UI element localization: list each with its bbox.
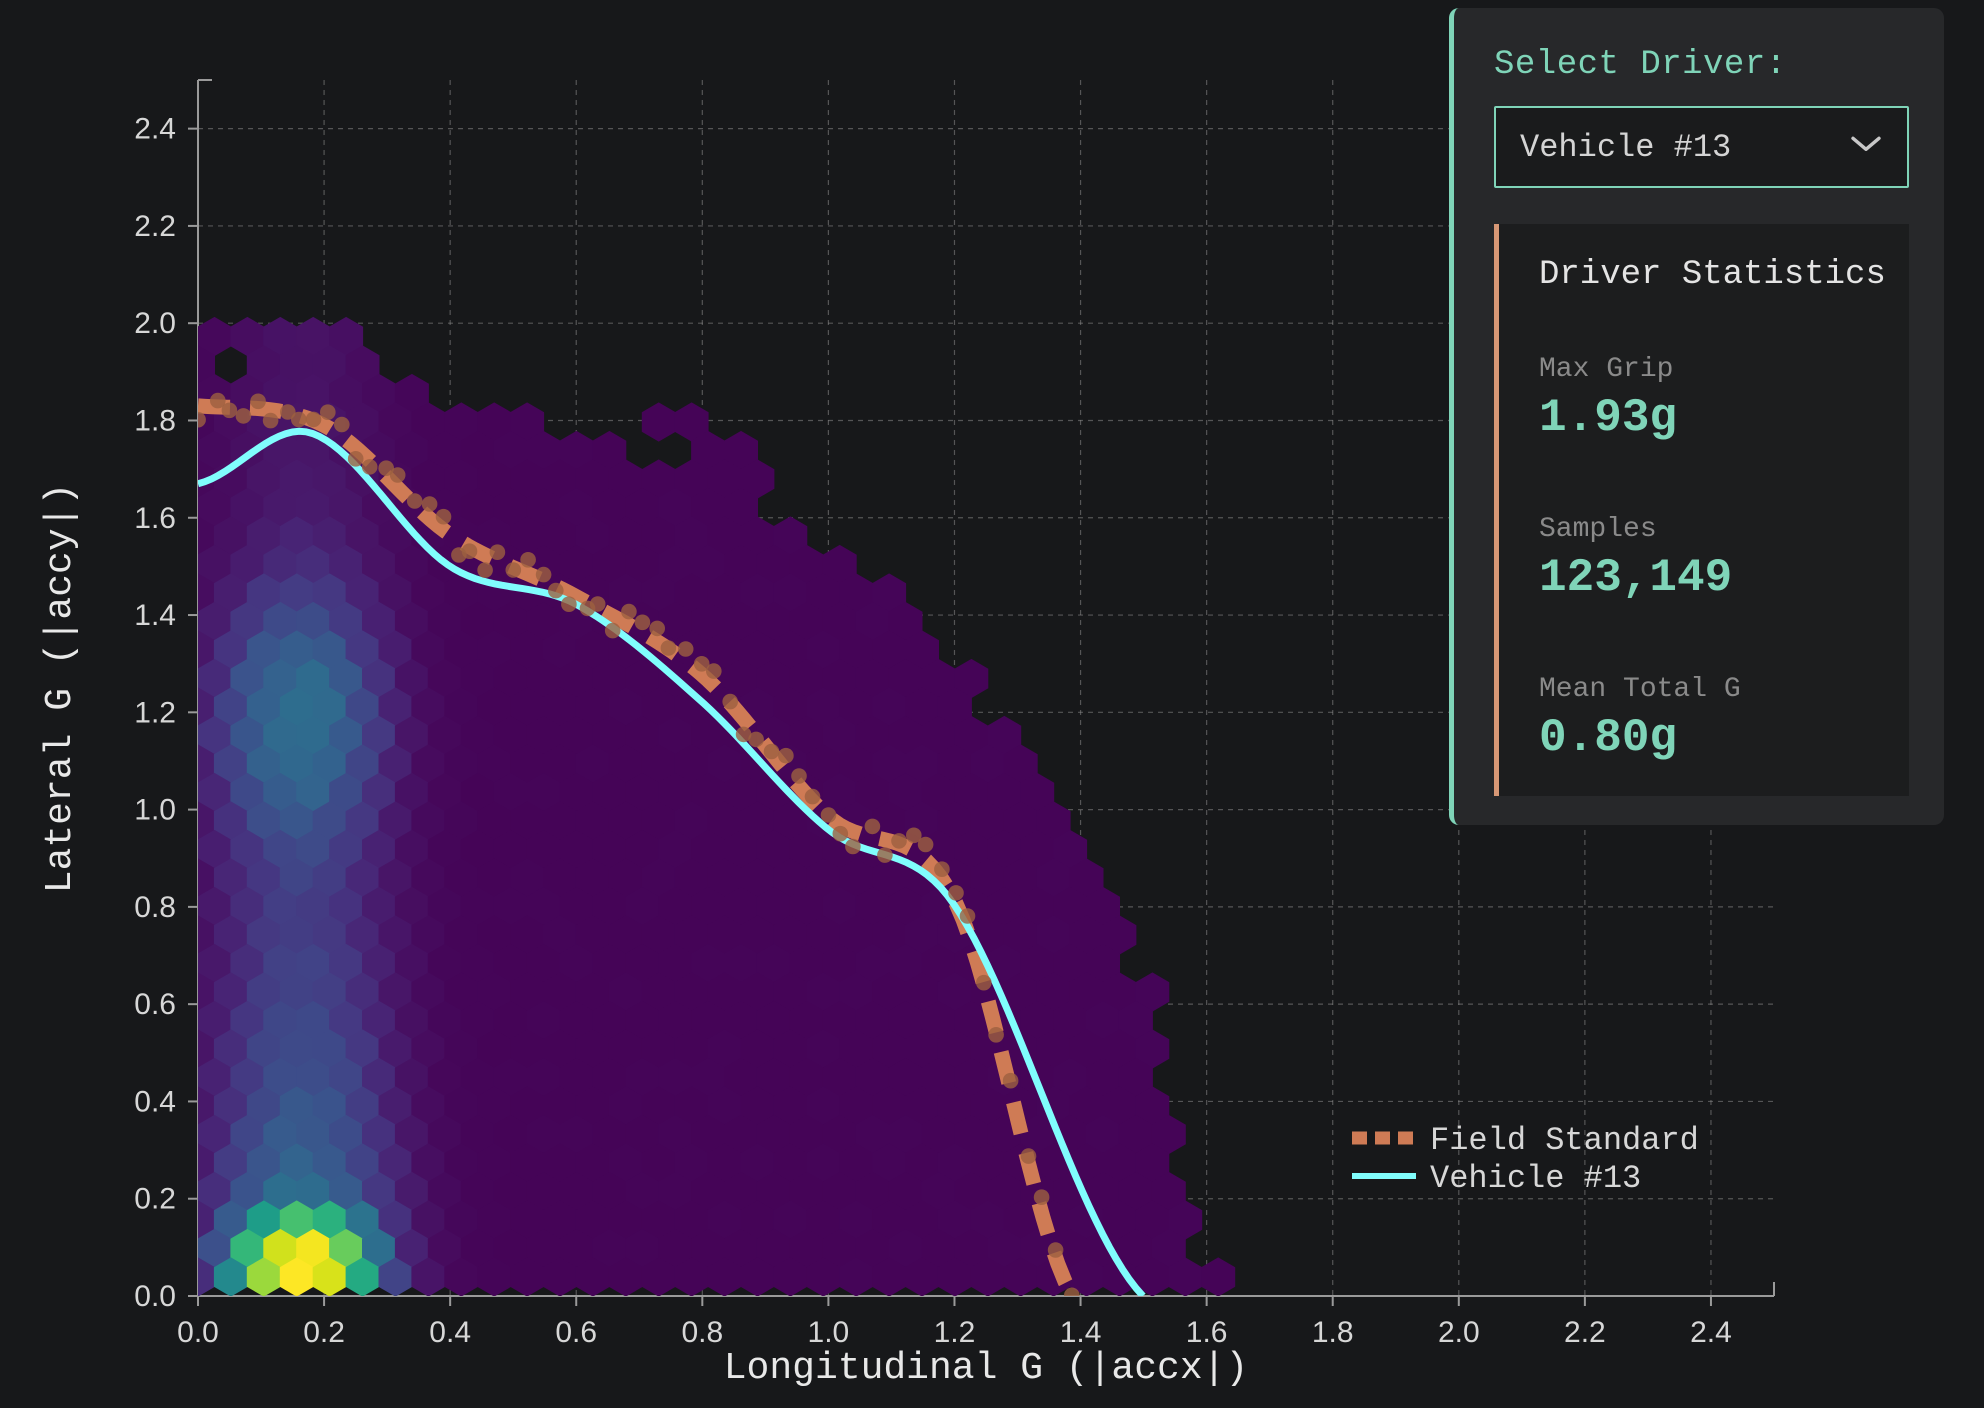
svg-text:0.8: 0.8 (134, 891, 176, 924)
svg-text:1.8: 1.8 (1312, 1316, 1354, 1349)
svg-text:0.6: 0.6 (555, 1316, 597, 1349)
svg-text:1.0: 1.0 (134, 794, 176, 827)
svg-text:2.2: 2.2 (134, 210, 176, 243)
svg-text:0.2: 0.2 (303, 1316, 345, 1349)
svg-text:2.0: 2.0 (1438, 1316, 1480, 1349)
svg-text:Lateral G (|accy|): Lateral G (|accy|) (39, 483, 82, 893)
svg-text:2.4: 2.4 (134, 113, 176, 146)
svg-text:0.4: 0.4 (134, 1085, 176, 1118)
svg-text:0.0: 0.0 (177, 1316, 219, 1349)
svg-text:0.0: 0.0 (134, 1280, 176, 1313)
svg-text:1.2: 1.2 (934, 1316, 976, 1349)
svg-text:1.4: 1.4 (134, 599, 176, 632)
svg-text:Vehicle #13: Vehicle #13 (1430, 1160, 1641, 1197)
svg-text:2.4: 2.4 (1690, 1316, 1732, 1349)
svg-text:2.0: 2.0 (134, 307, 176, 340)
svg-text:1.6: 1.6 (1186, 1316, 1228, 1349)
svg-text:0.2: 0.2 (134, 1183, 176, 1216)
svg-text:0.8: 0.8 (681, 1316, 723, 1349)
svg-text:2.2: 2.2 (1564, 1316, 1606, 1349)
svg-text:0.4: 0.4 (429, 1316, 471, 1349)
svg-text:Field Standard: Field Standard (1430, 1122, 1699, 1159)
svg-text:1.4: 1.4 (1060, 1316, 1102, 1349)
svg-text:1.8: 1.8 (134, 404, 176, 437)
svg-text:1.0: 1.0 (808, 1316, 850, 1349)
svg-text:1.6: 1.6 (134, 502, 176, 535)
svg-text:Longitudinal G (|accx|): Longitudinal G (|accx|) (724, 1347, 1249, 1390)
svg-text:0.6: 0.6 (134, 988, 176, 1021)
svg-text:1.2: 1.2 (134, 696, 176, 729)
